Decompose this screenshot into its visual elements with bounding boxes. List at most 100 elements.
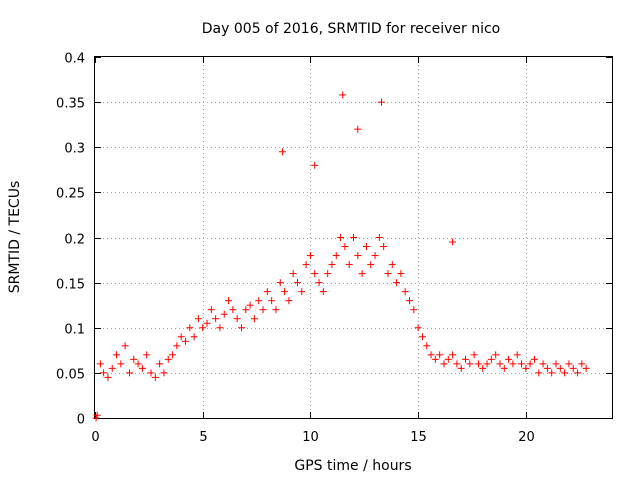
data-point bbox=[337, 234, 345, 241]
data-point bbox=[444, 355, 452, 363]
data-point bbox=[96, 360, 104, 368]
data-point bbox=[225, 297, 233, 305]
data-point bbox=[311, 161, 319, 169]
data-point bbox=[483, 360, 491, 368]
grid bbox=[95, 57, 612, 418]
data-point bbox=[147, 369, 155, 377]
data-point bbox=[250, 315, 258, 323]
y-tick-label: 0.1 bbox=[64, 323, 85, 338]
data-point bbox=[384, 270, 392, 278]
data-point bbox=[406, 297, 414, 305]
data-point bbox=[509, 360, 517, 368]
data-point bbox=[457, 364, 465, 372]
data-point bbox=[561, 369, 569, 377]
data-point bbox=[436, 351, 444, 359]
data-point bbox=[324, 270, 332, 278]
data-point bbox=[121, 342, 129, 350]
data-point bbox=[496, 360, 504, 368]
data-points bbox=[92, 91, 590, 422]
data-point bbox=[186, 324, 194, 332]
data-point bbox=[401, 288, 409, 296]
data-point bbox=[526, 360, 534, 368]
x-tick-label: 10 bbox=[302, 430, 319, 445]
data-point bbox=[328, 261, 336, 269]
data-point bbox=[548, 369, 556, 377]
data-point bbox=[164, 355, 172, 363]
data-point bbox=[237, 324, 245, 332]
data-point bbox=[500, 364, 508, 372]
data-point bbox=[582, 364, 590, 372]
data-point bbox=[104, 373, 112, 381]
x-tick-label: 20 bbox=[518, 430, 535, 445]
data-point bbox=[293, 279, 301, 287]
data-point bbox=[552, 360, 560, 368]
data-point bbox=[492, 351, 500, 359]
y-tick-label: 0 bbox=[77, 413, 85, 428]
data-point bbox=[518, 360, 526, 368]
data-point bbox=[487, 355, 495, 363]
data-point bbox=[574, 369, 582, 377]
x-tick-label: 5 bbox=[199, 430, 207, 445]
x-tick-labels: 0 5 10 15 20 bbox=[91, 430, 534, 445]
data-point bbox=[466, 360, 474, 368]
data-point bbox=[212, 315, 220, 323]
data-point bbox=[505, 355, 513, 363]
data-point bbox=[380, 243, 388, 251]
data-point bbox=[539, 360, 547, 368]
data-point bbox=[427, 351, 435, 359]
data-point bbox=[350, 234, 357, 241]
data-point bbox=[285, 297, 293, 305]
y-tick-label: 0.35 bbox=[56, 97, 85, 112]
data-point bbox=[332, 252, 340, 260]
data-point bbox=[203, 319, 211, 327]
data-point bbox=[315, 279, 323, 287]
data-point bbox=[410, 306, 418, 314]
data-point bbox=[535, 369, 543, 377]
data-point bbox=[134, 360, 142, 368]
data-point bbox=[229, 306, 237, 314]
data-point bbox=[341, 243, 349, 251]
x-tick-label: 0 bbox=[91, 430, 99, 445]
y-tick-labels: 0 0.05 0.1 0.15 0.2 0.25 0.3 0.35 0.4 bbox=[56, 52, 85, 428]
data-point bbox=[169, 351, 177, 359]
data-point bbox=[388, 261, 396, 269]
data-point bbox=[233, 315, 241, 323]
data-point bbox=[431, 355, 439, 363]
data-point bbox=[371, 252, 379, 260]
data-point bbox=[278, 148, 286, 156]
data-point bbox=[220, 310, 228, 318]
data-point bbox=[418, 333, 426, 341]
x-axis-label: GPS time / hours bbox=[294, 458, 411, 474]
data-point bbox=[345, 261, 353, 269]
data-point bbox=[216, 324, 224, 332]
data-point bbox=[453, 360, 461, 368]
data-point bbox=[449, 238, 457, 246]
data-point bbox=[289, 270, 297, 278]
data-point bbox=[319, 288, 327, 296]
data-point bbox=[199, 324, 207, 332]
y-tick-label: 0.15 bbox=[56, 278, 85, 293]
data-point bbox=[190, 333, 198, 341]
data-point bbox=[246, 301, 254, 309]
data-point bbox=[259, 306, 267, 314]
data-point bbox=[130, 355, 138, 363]
data-point bbox=[449, 351, 457, 359]
data-point bbox=[138, 364, 146, 372]
plot-frame bbox=[94, 56, 613, 419]
data-point bbox=[423, 342, 431, 350]
data-point bbox=[263, 288, 271, 296]
y-axis-label: SRMTID / TECUs bbox=[7, 181, 23, 294]
data-point bbox=[354, 252, 362, 260]
data-point bbox=[362, 243, 370, 251]
y-tick-label: 0.3 bbox=[64, 142, 85, 157]
data-point bbox=[440, 360, 448, 368]
data-point bbox=[276, 279, 284, 287]
data-point bbox=[414, 324, 422, 332]
x-tick-label: 15 bbox=[410, 430, 427, 445]
data-point bbox=[108, 364, 116, 372]
data-point bbox=[358, 270, 366, 278]
data-point bbox=[268, 297, 276, 305]
data-point bbox=[569, 364, 577, 372]
data-point bbox=[100, 369, 108, 377]
